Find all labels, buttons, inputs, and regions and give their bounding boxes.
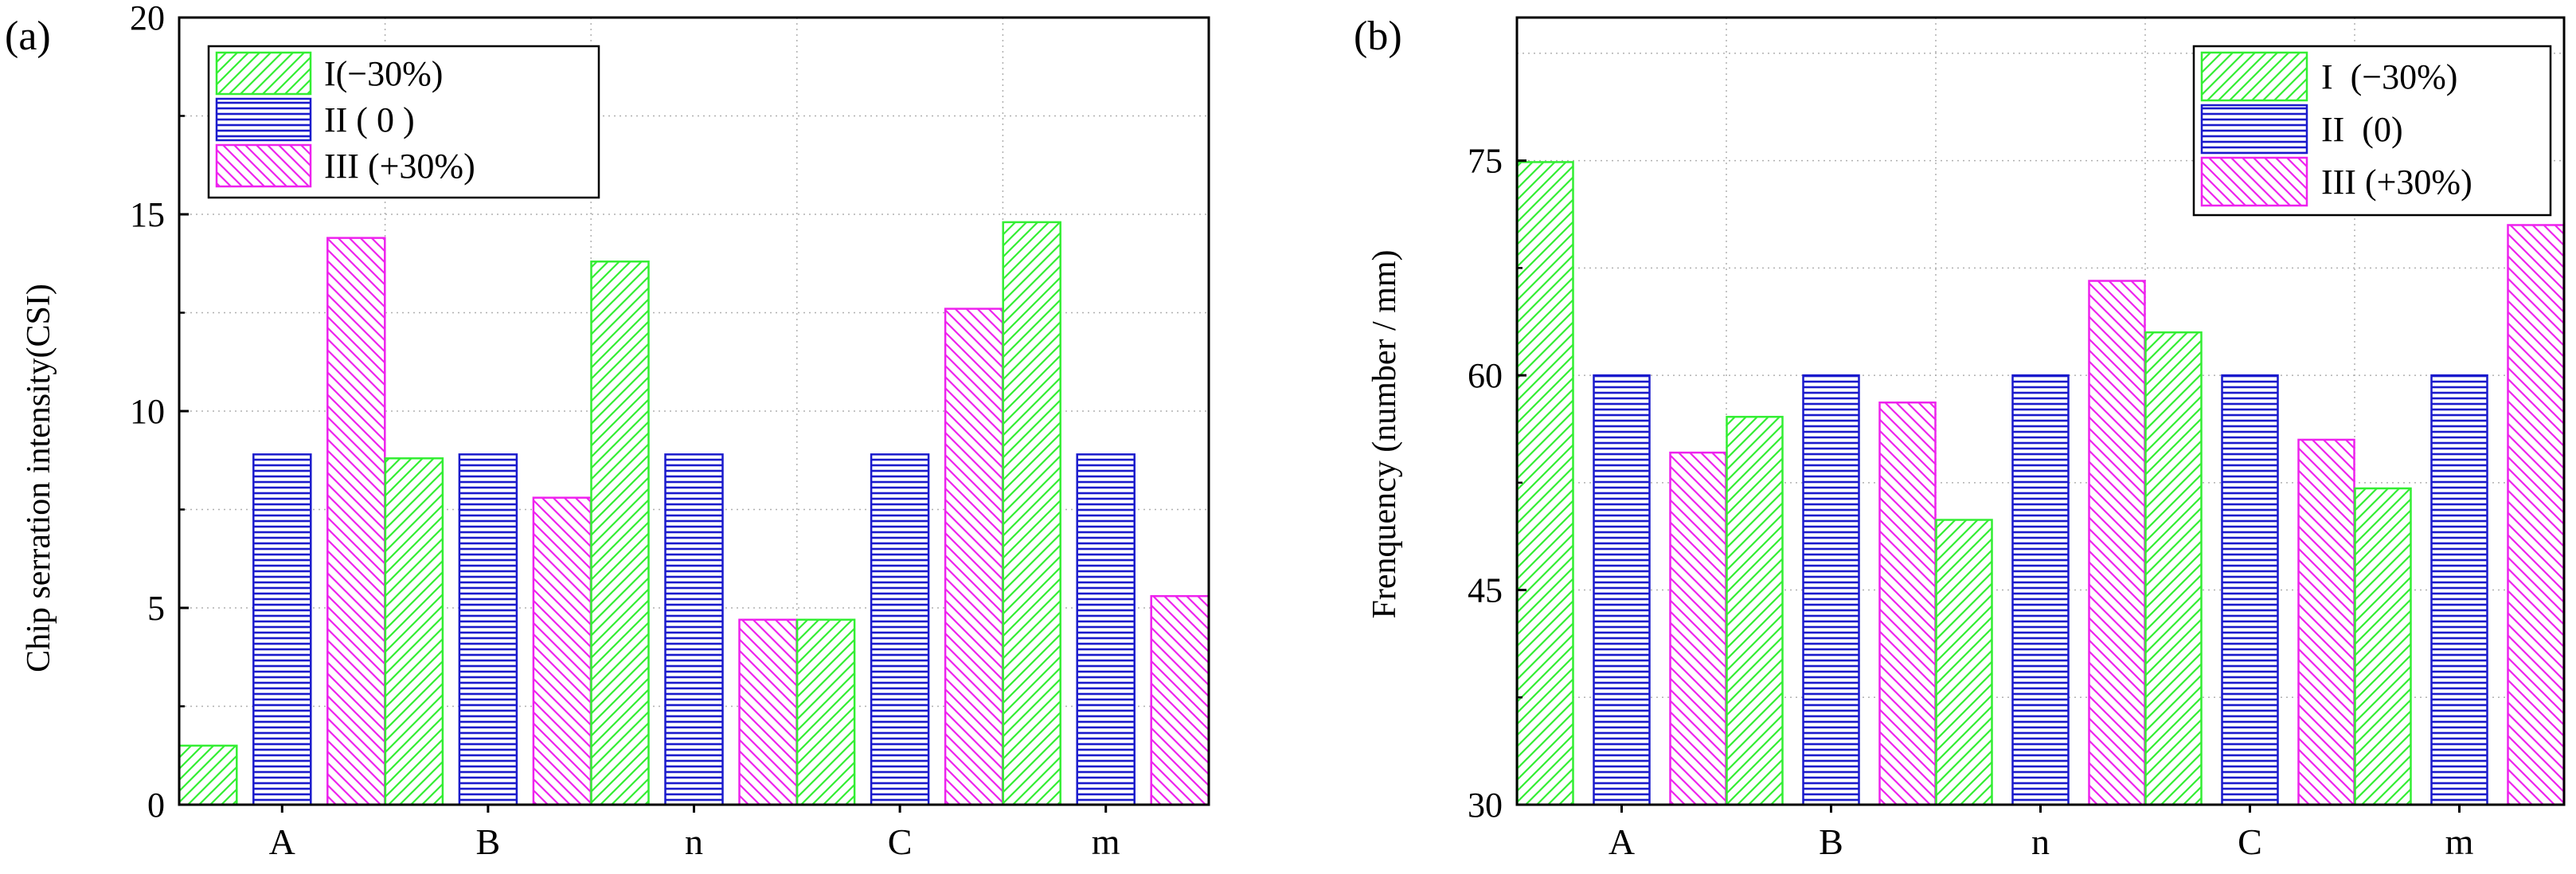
panel-a: (a) Chip serration intensity(CSI) 0 5 10 15… — [5, 0, 1210, 862]
bar-II-m — [1076, 453, 1136, 806]
bar-II-B — [458, 453, 518, 806]
y-tick-label: 15 — [130, 195, 165, 234]
bar-III-B — [1878, 401, 1937, 806]
x-tick-label-A: A — [269, 821, 295, 862]
bar-III-B — [532, 496, 592, 806]
legend-swatch-II — [2200, 104, 2308, 155]
y-axis: 30 45 60 75 — [1468, 142, 1526, 825]
y-tick-label: 5 — [147, 589, 165, 628]
x-tick-label-A: A — [1609, 821, 1635, 862]
y-tick-label: 0 — [147, 786, 165, 825]
bar-I-m — [2354, 487, 2412, 806]
bar-II-m — [2430, 374, 2488, 806]
bar-II-C — [870, 453, 930, 806]
bar-I-C — [2144, 331, 2203, 806]
panel-label: (a) — [5, 14, 51, 59]
legend-swatch-I — [2200, 51, 2308, 102]
bar-III-C — [944, 308, 1004, 806]
bar-I-A — [1516, 161, 1574, 806]
bar-III-m — [1150, 594, 1210, 806]
x-tick-label-C: C — [2238, 821, 2262, 862]
y-axis-label: Frenquency (number / mm) — [1366, 249, 1403, 618]
bars — [1516, 161, 2565, 806]
bar-I-A — [178, 744, 238, 806]
x-tick-label-B: B — [476, 821, 501, 862]
bar-I-m — [1002, 221, 1061, 806]
legend-label-III: III (+30%) — [2321, 163, 2472, 202]
bar-II-C — [2221, 374, 2279, 806]
x-tick-label-B: B — [1819, 821, 1843, 862]
x-tick-label-C: C — [888, 821, 913, 862]
legend: I(−30%) II ( 0 ) III (+30%) — [207, 45, 600, 199]
bar-III-n — [738, 618, 798, 806]
x-tick-label-n: n — [685, 821, 703, 862]
bar-I-n — [1935, 519, 1993, 806]
legend-label-III: III (+30%) — [324, 147, 475, 186]
bars — [178, 221, 1210, 806]
legend-label-II: II ( 0 ) — [324, 100, 415, 139]
legend-label-II: II (0) — [2321, 110, 2403, 149]
legend-swatch-III — [215, 143, 312, 188]
legend-label-I: I(−30%) — [324, 54, 443, 93]
bar-II-B — [1802, 374, 1860, 806]
y-tick-label: 10 — [130, 392, 165, 431]
x-tick-label-m: m — [1092, 821, 1120, 862]
y-tick-label: 30 — [1468, 786, 1503, 825]
y-tick-label: 20 — [130, 0, 165, 37]
x-tick-label-m: m — [2445, 821, 2474, 862]
legend: I (−30%) II (0) III (+30%) — [2192, 45, 2552, 217]
y-tick-label: 60 — [1468, 356, 1503, 395]
bar-I-B — [1726, 415, 1784, 806]
bar-II-n — [2011, 374, 2070, 806]
legend-swatch-I — [215, 51, 312, 96]
bar-I-n — [590, 261, 650, 806]
legend-swatch-II — [215, 97, 312, 142]
bar-II-A — [252, 453, 312, 806]
panel-label: (b) — [1354, 14, 1402, 59]
y-tick-label: 75 — [1468, 142, 1503, 181]
x-tick-label-n: n — [2031, 821, 2050, 862]
bar-I-B — [384, 457, 444, 806]
bar-II-n — [664, 453, 724, 806]
y-tick-label: 45 — [1468, 571, 1503, 610]
y-axis-label: Chip serration intensity(CSI) — [21, 284, 57, 672]
bar-II-A — [1593, 374, 1651, 806]
bar-I-C — [795, 618, 856, 806]
bar-III-n — [2088, 280, 2146, 806]
bar-III-m — [2507, 224, 2565, 806]
y-axis: 0 5 10 15 20 — [130, 0, 189, 825]
bar-III-C — [2297, 438, 2355, 806]
legend-label-I: I (−30%) — [2321, 57, 2457, 96]
bar-III-A — [1669, 451, 1727, 806]
bar-III-A — [326, 237, 386, 806]
legend-swatch-III — [2200, 156, 2308, 207]
